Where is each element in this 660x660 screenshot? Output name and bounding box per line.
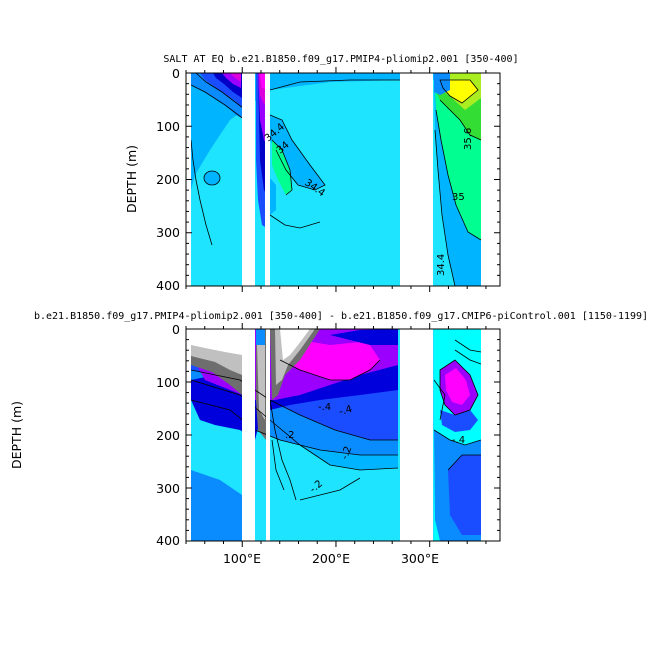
bottom-contour-labels: -.4 -.4 .2 -.2 -.2 -.4 xyxy=(285,402,465,495)
bottom-fill-col-blue xyxy=(256,329,265,345)
bottom-fill-white xyxy=(191,329,242,355)
bottom-contour-label: -.4 xyxy=(452,435,465,446)
bottom-fill-east-deep xyxy=(448,455,481,535)
bottom-contour-lines xyxy=(190,339,482,501)
bottom-x-tick-label: 200°E xyxy=(312,551,350,566)
top-fill-green-core xyxy=(272,140,292,195)
top-panel: SALT AT EQ b.e21.B1850.f09_g17.PMIP4-pli… xyxy=(124,54,519,293)
bottom-axis-ticks xyxy=(185,323,500,547)
top-y-tick-label: 200 xyxy=(156,172,180,187)
bottom-contour-label: .2 xyxy=(285,430,295,441)
top-fill-salt-core xyxy=(270,178,276,215)
top-y-axis-label: DEPTH (m) xyxy=(124,145,139,213)
bottom-contour-field xyxy=(186,329,500,541)
top-contour-lines xyxy=(190,73,482,286)
top-y-tick-label: 0 xyxy=(172,66,180,81)
bottom-gap-2 xyxy=(266,329,270,541)
top-gap-3 xyxy=(400,73,433,286)
bottom-fill-blue-top xyxy=(330,329,398,345)
top-contour-label: 35 xyxy=(452,192,465,203)
top-axis-ticks xyxy=(185,67,500,292)
bottom-gap-3 xyxy=(400,329,433,541)
bottom-gap-1 xyxy=(242,329,255,541)
bottom-x-tick-label: 100°E xyxy=(223,551,261,566)
top-gap-2 xyxy=(265,73,270,286)
top-title: SALT AT EQ b.e21.B1850.f09_g17.PMIP4-pli… xyxy=(163,54,518,65)
bottom-y-tick-label: 300 xyxy=(156,481,180,496)
bottom-y-tick-label: 100 xyxy=(156,375,180,390)
bottom-contour-label: -.2 xyxy=(339,445,354,461)
bottom-contour-label: -.4 xyxy=(318,402,331,413)
bottom-panel: b.e21.B1850.f09_g17.PMIP4-pliomip2.001 [… xyxy=(9,311,648,566)
bottom-y-tick-label: 200 xyxy=(156,428,180,443)
bottom-contour-label: -.4 xyxy=(338,404,354,418)
top-y-tick-label: 400 xyxy=(156,278,180,293)
bottom-fill-deep-left xyxy=(191,470,242,541)
top-gap-1 xyxy=(242,73,255,286)
bottom-title: b.e21.B1850.f09_g17.PMIP4-pliomip2.001 [… xyxy=(34,311,648,322)
top-fill-eddy xyxy=(203,170,221,186)
bottom-y-tick-label: 400 xyxy=(156,533,180,548)
bottom-fill-east-magenta xyxy=(445,368,470,405)
top-y-tick-labels: 0 100 200 300 400 xyxy=(156,66,180,293)
bottom-fill-cone-white xyxy=(280,329,310,360)
bottom-fill-east-blue xyxy=(440,410,478,432)
top-contour-field xyxy=(186,73,500,286)
bottom-y-axis-label: DEPTH (m) xyxy=(9,401,24,469)
top-fill-east-6 xyxy=(434,73,450,95)
bottom-y-tick-labels: 0 100 200 300 400 xyxy=(156,322,180,548)
bottom-x-tick-label: 300°E xyxy=(401,551,439,566)
bottom-fill-col-light xyxy=(257,345,265,420)
bottom-y-tick-label: 0 xyxy=(172,322,180,337)
top-y-tick-label: 100 xyxy=(156,119,180,134)
bottom-x-tick-labels: 100°E 200°E 300°E xyxy=(223,551,439,566)
top-contour-label: 34.4 xyxy=(436,254,447,276)
top-y-tick-label: 300 xyxy=(156,225,180,240)
top-fill-tongue xyxy=(270,115,325,190)
top-fill-west-5 xyxy=(230,73,241,82)
top-contour-label: 35.6 xyxy=(463,128,474,150)
